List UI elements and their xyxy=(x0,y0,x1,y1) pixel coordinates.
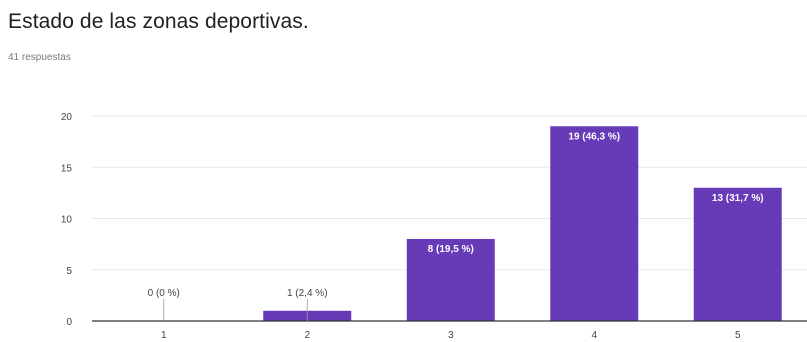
response-count: 41 respuestas xyxy=(8,52,71,63)
bars xyxy=(263,126,782,321)
y-tick-label: 15 xyxy=(61,163,73,174)
y-tick-label: 20 xyxy=(61,112,73,123)
x-tick-label: 2 xyxy=(304,330,310,341)
y-tick-label: 5 xyxy=(66,266,72,277)
data-label-1: 0 (0 %) xyxy=(148,288,180,299)
x-tick-label: 5 xyxy=(735,330,741,341)
bar-4[interactable] xyxy=(550,126,639,321)
y-tick-label: 0 xyxy=(66,317,72,328)
x-tick-label: 1 xyxy=(161,330,167,341)
x-tick-label: 3 xyxy=(448,330,454,341)
x-axis-ticks: 1 2 3 4 5 xyxy=(161,330,741,341)
x-tick-label: 4 xyxy=(591,330,597,341)
bar-3[interactable] xyxy=(406,239,495,321)
data-label-2: 1 (2,4 %) xyxy=(287,288,328,299)
data-label-5: 13 (31,7 %) xyxy=(712,193,764,204)
y-axis-ticks: 0 5 10 15 20 xyxy=(61,112,73,328)
bar-5[interactable] xyxy=(693,187,782,321)
chart-title: Estado de las zonas deportivas. xyxy=(8,10,309,33)
data-label-4: 19 (46,3 %) xyxy=(568,131,620,142)
data-labels: 0 (0 %) 1 (2,4 %) 8 (19,5 %) 19 (46,3 %) 13 … xyxy=(148,131,764,321)
data-label-3: 8 (19,5 %) xyxy=(428,244,474,255)
y-tick-label: 10 xyxy=(61,215,73,226)
